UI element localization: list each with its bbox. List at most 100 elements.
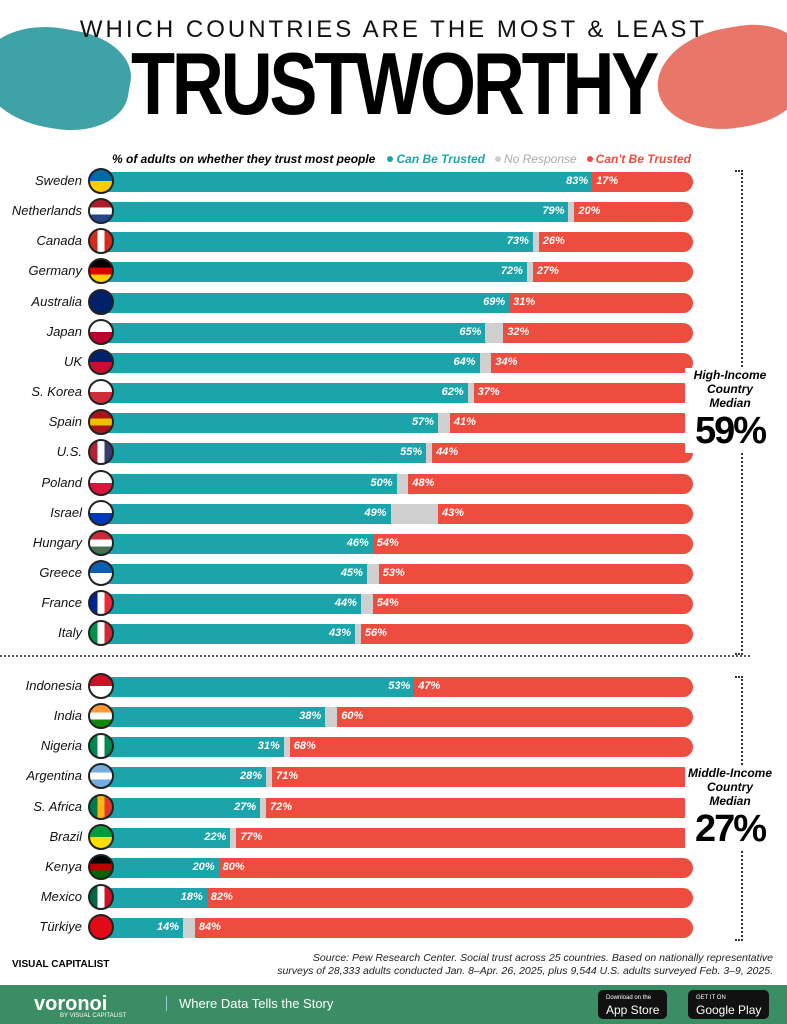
bar-segment-no-response — [568, 202, 575, 223]
stacked-bar: 27% 72% — [100, 797, 693, 818]
flag-icon — [88, 823, 114, 850]
bar-segment-trusted: 64% — [100, 352, 480, 373]
bar-segment-not-trusted: 68% — [289, 737, 693, 758]
supertitle: WHICH COUNTRIES ARE THE MOST & LEAST — [79, 16, 708, 43]
stacked-bar: 46% 54% — [100, 533, 693, 554]
data-label: 43% — [328, 627, 351, 640]
stacked-bar: 55% 44% — [100, 443, 693, 464]
data-label: 20% — [192, 860, 215, 873]
bar-segment-no-response — [360, 594, 373, 615]
data-label: 83% — [566, 175, 589, 187]
bar-segment-not-trusted: 34% — [491, 352, 693, 373]
footer: voronoi BY VISUAL CAPITALIST Where Data … — [0, 985, 787, 1024]
bar-row: S. Africa 27% 72% — [0, 793, 787, 820]
country-label: India — [53, 708, 82, 724]
country-label: S. Korea — [31, 384, 82, 400]
bar-row: Germany 72% 27% — [0, 258, 787, 285]
bar-segment-not-trusted: 43% — [438, 503, 693, 524]
median-label: High-Income Country Median — [693, 368, 767, 410]
flag-icon — [88, 853, 114, 880]
stacked-bar: 79% 20% — [100, 202, 693, 223]
bar-segment-trusted: 55% — [100, 443, 427, 464]
legend-not-trusted: Can't Be Trusted — [586, 152, 691, 166]
bar-segment-trusted: 83% — [100, 172, 593, 192]
bar-segment-no-response — [532, 232, 539, 253]
flag-icon — [88, 529, 114, 556]
country-label: Sweden — [35, 173, 82, 188]
bar-segment-not-trusted: 20% — [574, 202, 693, 223]
data-label: 18% — [180, 891, 203, 904]
data-label: 71% — [275, 770, 298, 783]
google-play-button[interactable]: GET IT ON Google Play — [688, 990, 770, 1019]
stacked-bar: 31% 68% — [100, 737, 693, 758]
data-label: 68% — [293, 740, 316, 753]
data-label: 26% — [542, 235, 565, 248]
bar-segment-not-trusted: 54% — [372, 594, 693, 615]
bar-row: Greece 45% 53% — [0, 559, 787, 586]
bar-segment-not-trusted: 82% — [206, 888, 693, 909]
stacked-bar: 45% 53% — [100, 563, 693, 584]
bar-segment-not-trusted: 60% — [337, 707, 693, 728]
stacked-bar: 44% 54% — [100, 594, 693, 615]
bar-segment-not-trusted: 27% — [532, 262, 693, 283]
data-label: 57% — [411, 416, 434, 429]
bar-segment-not-trusted: 48% — [408, 473, 693, 494]
bar-segment-not-trusted: 53% — [378, 563, 693, 584]
data-label: 27% — [536, 265, 559, 278]
flag-icon — [88, 318, 114, 345]
bar-segment-trusted: 49% — [100, 503, 391, 524]
flag-icon — [88, 559, 114, 586]
stacked-bar: 49% 43% — [100, 503, 693, 524]
source-line: surveys of 28,333 adults conducted Jan. … — [277, 965, 773, 977]
data-label: 31% — [513, 295, 536, 308]
legend-no-response: No Response — [494, 152, 577, 166]
country-label: Australia — [31, 293, 82, 309]
bar-segment-trusted: 27% — [100, 797, 261, 818]
data-label: 27% — [234, 800, 257, 813]
data-label: 65% — [459, 325, 482, 338]
bar-segment-not-trusted: 56% — [360, 624, 693, 645]
data-label: 62% — [441, 386, 464, 399]
flag-icon — [88, 499, 114, 526]
bar-segment-not-trusted: 37% — [473, 383, 693, 404]
flag-icon — [88, 288, 114, 315]
data-label: 53% — [382, 566, 405, 579]
bar-segment-no-response — [260, 797, 267, 818]
bar-row: Indonesia 53% 47% — [0, 673, 787, 699]
bar-segment-not-trusted: 32% — [503, 322, 693, 343]
stacked-bar: 43% 56% — [100, 624, 693, 645]
data-label: 82% — [210, 891, 233, 904]
data-label: 56% — [364, 627, 387, 640]
bar-segment-trusted: 62% — [100, 383, 468, 404]
bar-segment-no-response — [438, 413, 450, 434]
data-label: 41% — [453, 416, 476, 429]
stacked-bar: 28% 71% — [100, 767, 693, 788]
bar-segment-no-response — [354, 624, 361, 645]
stacked-bar: 64% 34% — [100, 352, 693, 373]
bar-row: U.S. 55% 44% — [0, 439, 787, 466]
bar-segment-not-trusted: 71% — [271, 767, 693, 788]
middle-income-median: Middle-Income Country Median 27% — [685, 766, 775, 851]
voronoi-logo[interactable]: voronoi — [34, 993, 108, 1015]
bar-segment-not-trusted: 54% — [372, 533, 693, 554]
flag-icon — [88, 258, 114, 285]
stacked-bar: 53% 47% — [100, 677, 693, 697]
bar-segment-no-response — [325, 707, 338, 728]
country-label: France — [41, 595, 82, 611]
stacked-bar: 18% 82% — [100, 888, 693, 909]
bar-segment-no-response — [426, 443, 433, 464]
bar-segment-no-response — [183, 918, 195, 939]
bar-row: Poland 50% 48% — [0, 469, 787, 496]
flag-icon — [88, 198, 114, 225]
bar-row: India 38% 60% — [0, 703, 787, 730]
flag-icon — [88, 590, 114, 617]
bar-segment-no-response — [479, 352, 492, 373]
country-label: Mexico — [40, 889, 82, 905]
data-label: 72% — [500, 265, 523, 278]
bar-segment-no-response — [266, 767, 272, 788]
data-label: 53% — [388, 680, 411, 692]
app-store-button[interactable]: Download on the App Store — [598, 990, 668, 1019]
data-label: 73% — [506, 235, 529, 248]
country-label: Kenya — [45, 858, 82, 874]
data-label: 44% — [334, 597, 357, 610]
